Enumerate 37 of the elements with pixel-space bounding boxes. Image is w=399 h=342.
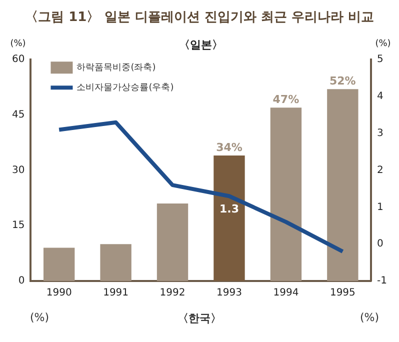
bar <box>156 204 188 281</box>
x-tick-label: 1992 <box>160 288 186 299</box>
y2-axis-title: (%) <box>375 38 391 49</box>
y2-tick-label: 1 <box>377 202 384 213</box>
legend-label: 소비자물가상승률(우축) <box>76 82 174 93</box>
y-tick-label: 45 <box>12 110 25 121</box>
x-tick-label: 1993 <box>216 288 242 299</box>
y2-tick-label: 4 <box>377 91 384 102</box>
bar <box>327 89 358 281</box>
data-label: 34% <box>216 140 242 154</box>
bar <box>270 108 302 281</box>
y-tick-label: 15 <box>12 220 25 232</box>
x-tick-label: 1990 <box>46 288 72 299</box>
x-tick-label: 1994 <box>273 288 299 299</box>
y2-tick-label: -1 <box>377 276 388 287</box>
text: (%) <box>360 311 379 324</box>
bar <box>43 248 75 281</box>
data-label: 52% <box>330 74 356 88</box>
text: (%) <box>30 311 50 324</box>
chart-title: 〈그림 11〉 일본 디플레이션 진입기와 최근 우리나라 비교 <box>25 10 374 26</box>
legend-label: 하락품목비중(좌축) <box>76 62 156 73</box>
x-tick-label: 1991 <box>103 288 129 299</box>
chart-subtitle: 〈일본〉 <box>178 38 223 52</box>
y2-tick-label: 3 <box>377 128 384 139</box>
text: 〈한국〉 <box>178 311 222 326</box>
data-label: 47% <box>272 92 300 106</box>
bar <box>214 156 245 281</box>
y-tick-label: 0 <box>18 276 25 287</box>
x-tick-label: 1995 <box>330 288 356 299</box>
data-label: 1.3 <box>219 202 239 216</box>
y2-tick-label: 2 <box>377 164 384 176</box>
bar <box>100 244 132 281</box>
y2-tick-label: 5 <box>377 54 384 66</box>
y-tick-label: 60 <box>12 54 25 66</box>
y2-tick-label: 0 <box>377 238 384 250</box>
y-tick-label: 30 <box>12 164 25 176</box>
y-axis-title: (%) <box>10 38 26 49</box>
